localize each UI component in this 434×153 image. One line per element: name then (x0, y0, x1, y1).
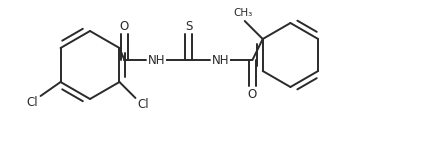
Text: S: S (185, 19, 192, 32)
Text: Cl: Cl (138, 97, 149, 110)
Text: CH₃: CH₃ (233, 8, 252, 18)
Text: NH: NH (212, 54, 229, 67)
Text: O: O (120, 19, 129, 32)
Text: NH: NH (148, 54, 165, 67)
Text: Cl: Cl (27, 95, 38, 108)
Text: O: O (248, 88, 257, 101)
